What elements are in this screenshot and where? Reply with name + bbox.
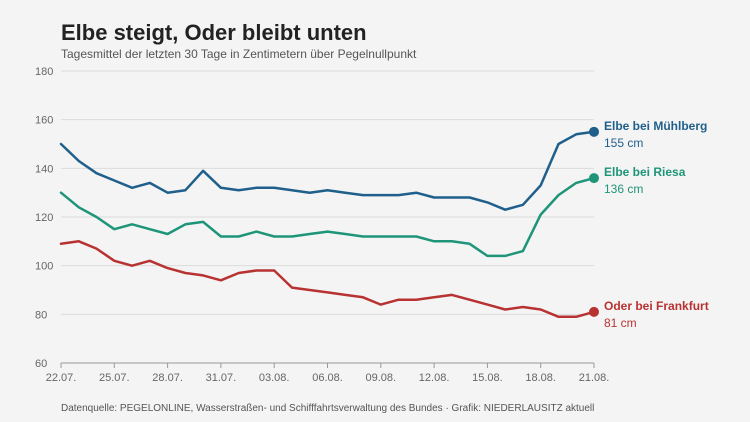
series-value-label-oder-bei-frankfurt: 81 cm — [604, 316, 637, 330]
x-tick-label: 18.08. — [525, 372, 556, 384]
series-label-oder-bei-frankfurt: Oder bei Frankfurt — [604, 299, 709, 313]
y-tick-label: 120 — [35, 212, 53, 224]
x-tick-label: 28.07. — [152, 372, 183, 384]
x-tick-label: 31.07. — [206, 372, 237, 384]
y-tick-label: 80 — [35, 309, 47, 321]
series-label-elbe-bei-muehlberg: Elbe bei Mühlberg — [604, 119, 707, 133]
x-tick-label: 25.07. — [99, 372, 130, 384]
series-value-label-elbe-bei-riesa: 136 cm — [604, 182, 643, 196]
end-point-elbe-bei-muehlberg — [589, 126, 599, 137]
x-tick-label: 06.08. — [312, 372, 343, 384]
x-tick-label: 15.08. — [472, 372, 503, 384]
x-tick-label: 22.07. — [46, 372, 77, 384]
x-tick-label: 21.08. — [579, 372, 610, 384]
y-tick-label: 60 — [35, 358, 47, 370]
chart-title: Elbe steigt, Oder bleibt unten — [61, 20, 367, 45]
y-tick-label: 140 — [35, 163, 53, 175]
series-line-elbe-bei-muehlberg — [59, 130, 596, 211]
series-label-elbe-bei-riesa: Elbe bei Riesa — [604, 165, 686, 179]
series-value-label-elbe-bei-muehlberg: 155 cm — [604, 136, 643, 150]
x-tick-label: 03.08. — [259, 372, 290, 384]
chart-source-note: Datenquelle: PEGELONLINE, Wasserstraßen-… — [61, 403, 595, 414]
end-point-elbe-bei-riesa — [589, 173, 599, 184]
x-tick-label: 09.08. — [366, 372, 397, 384]
chart-subtitle: Tagesmittel der letzten 30 Tage in Zenti… — [61, 47, 417, 61]
y-tick-label: 100 — [35, 261, 53, 273]
series-line-elbe-bei-riesa — [59, 176, 596, 258]
y-tick-label: 160 — [35, 115, 53, 127]
end-point-oder-bei-frankfurt — [589, 306, 599, 317]
x-tick-label: 12.08. — [419, 372, 450, 384]
series-line-oder-bei-frankfurt — [59, 240, 596, 319]
y-tick-label: 180 — [35, 66, 53, 78]
